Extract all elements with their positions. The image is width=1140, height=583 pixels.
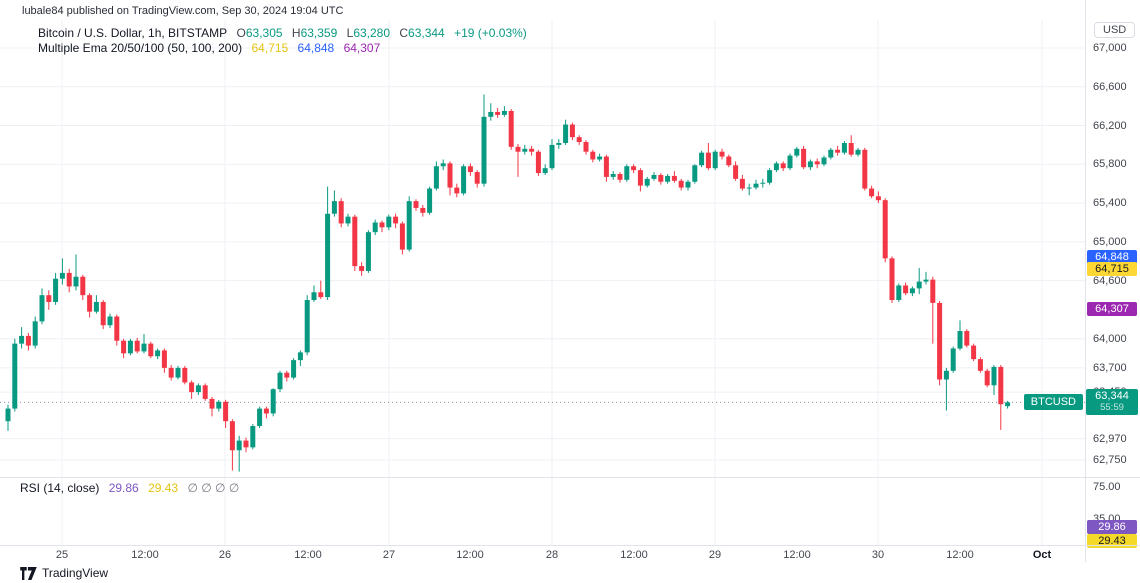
ohlc-close-key: C [399,26,409,40]
price-axis-label: 64,600 [1093,274,1127,287]
rsi-hidden-plots: ∅ ∅ ∅ ∅ [187,481,240,495]
ema50-value: 64,848 [297,41,335,55]
ohlc-high-key: H [291,26,301,40]
symbol-name-tag: BTCUSD [1023,394,1083,411]
ohlc-close-value: 63,344 [408,26,445,40]
currency-unit-chip[interactable]: USD [1094,22,1136,38]
time-axis-label: 25 [55,549,69,561]
price-axis-label: 66,600 [1093,80,1127,93]
symbol-legend: Bitcoin / U.S. Dollar, 1h, BITSTAMP O63,… [38,26,527,40]
time-axis-border [0,545,1140,546]
price-axis-label: 67,000 [1093,41,1127,54]
time-axis-label: 27 [382,549,396,561]
price-axis-label: 65,000 [1093,235,1127,248]
indicator-price-tag: 64,848 [1087,249,1137,264]
time-axis[interactable]: 25 12:00 26 12:00 27 12:00 28 12:00 29 12:00 30 12:… [0,546,1140,562]
rsi-value-tag: 29.86 [1087,520,1137,534]
symbol-title[interactable]: Bitcoin / U.S. Dollar, 1h, BITSTAMP [38,26,228,40]
indicator-price-tag: 64,715 [1087,262,1137,277]
pane-divider[interactable] [0,477,1140,478]
time-axis-label: 29 [708,549,722,561]
time-axis-label: 12:00 [456,549,484,561]
rsi-value-tag: 29.43 [1087,534,1137,548]
time-axis-label: 28 [545,549,559,561]
price-axis-label: 65,800 [1093,158,1127,171]
tradingview-logo-text: TradingView [42,566,109,580]
price-axis-label: 65,400 [1093,197,1127,210]
price-axis-label: 64,000 [1093,332,1127,345]
bar-countdown: 55:59 [1100,402,1124,414]
last-price-value: 63,344 [1095,390,1129,403]
time-axis-label: 26 [218,549,232,561]
price-axis-label: 62,750 [1093,453,1127,466]
ohlc-low-value: 63,280 [353,26,391,40]
price-change: +19 (+0.03%) [454,26,527,40]
footer-bar: TradingView [0,562,1140,583]
rsi-title[interactable]: RSI (14, close) [20,481,100,495]
indicator-price-tag: 64,307 [1087,302,1137,317]
ema-indicator-legend: Multiple Ema 20/50/100 (50, 100, 200) 64… [38,41,380,55]
price-axis-border [1085,0,1086,562]
time-axis-label: 12:00 [946,549,974,561]
ohlc-open-key: O [236,26,246,40]
candlestick-chart-canvas[interactable] [0,0,1140,562]
time-axis-label: 12:00 [294,549,322,561]
time-axis-label: 12:00 [131,549,159,561]
ohlc-open-value: 63,305 [245,26,283,40]
ohlc-low-key: L [346,26,354,40]
tradingview-logo-link[interactable]: TradingView [20,566,108,580]
time-axis-label: 12:00 [783,549,811,561]
price-axis-label: 66,200 [1093,119,1127,132]
tradingview-logo-icon [20,566,37,580]
rsi-prev-value: 29.43 [148,481,179,495]
rsi-indicator-legend: RSI (14, close) 29.86 29.43 ∅ ∅ ∅ ∅ [20,481,239,495]
published-watermark: lubale84 published on TradingView.com, S… [22,5,344,17]
last-price-tag: 63,344 55:59 [1086,389,1138,416]
rsi-value: 29.86 [108,481,139,495]
ema20-value: 64,715 [251,41,289,55]
ohlc-high-value: 63,359 [300,26,338,40]
price-axis-label: 63,700 [1093,361,1127,374]
price-axis-label: 62,970 [1093,432,1127,445]
time-axis-label: 12:00 [620,549,648,561]
time-axis-label: Oct [1032,549,1052,561]
ema-title[interactable]: Multiple Ema 20/50/100 (50, 100, 200) [38,41,243,55]
ema100-value: 64,307 [343,41,381,55]
time-axis-label: 30 [871,549,885,561]
rsi-axis-label: 75.00 [1093,481,1121,493]
